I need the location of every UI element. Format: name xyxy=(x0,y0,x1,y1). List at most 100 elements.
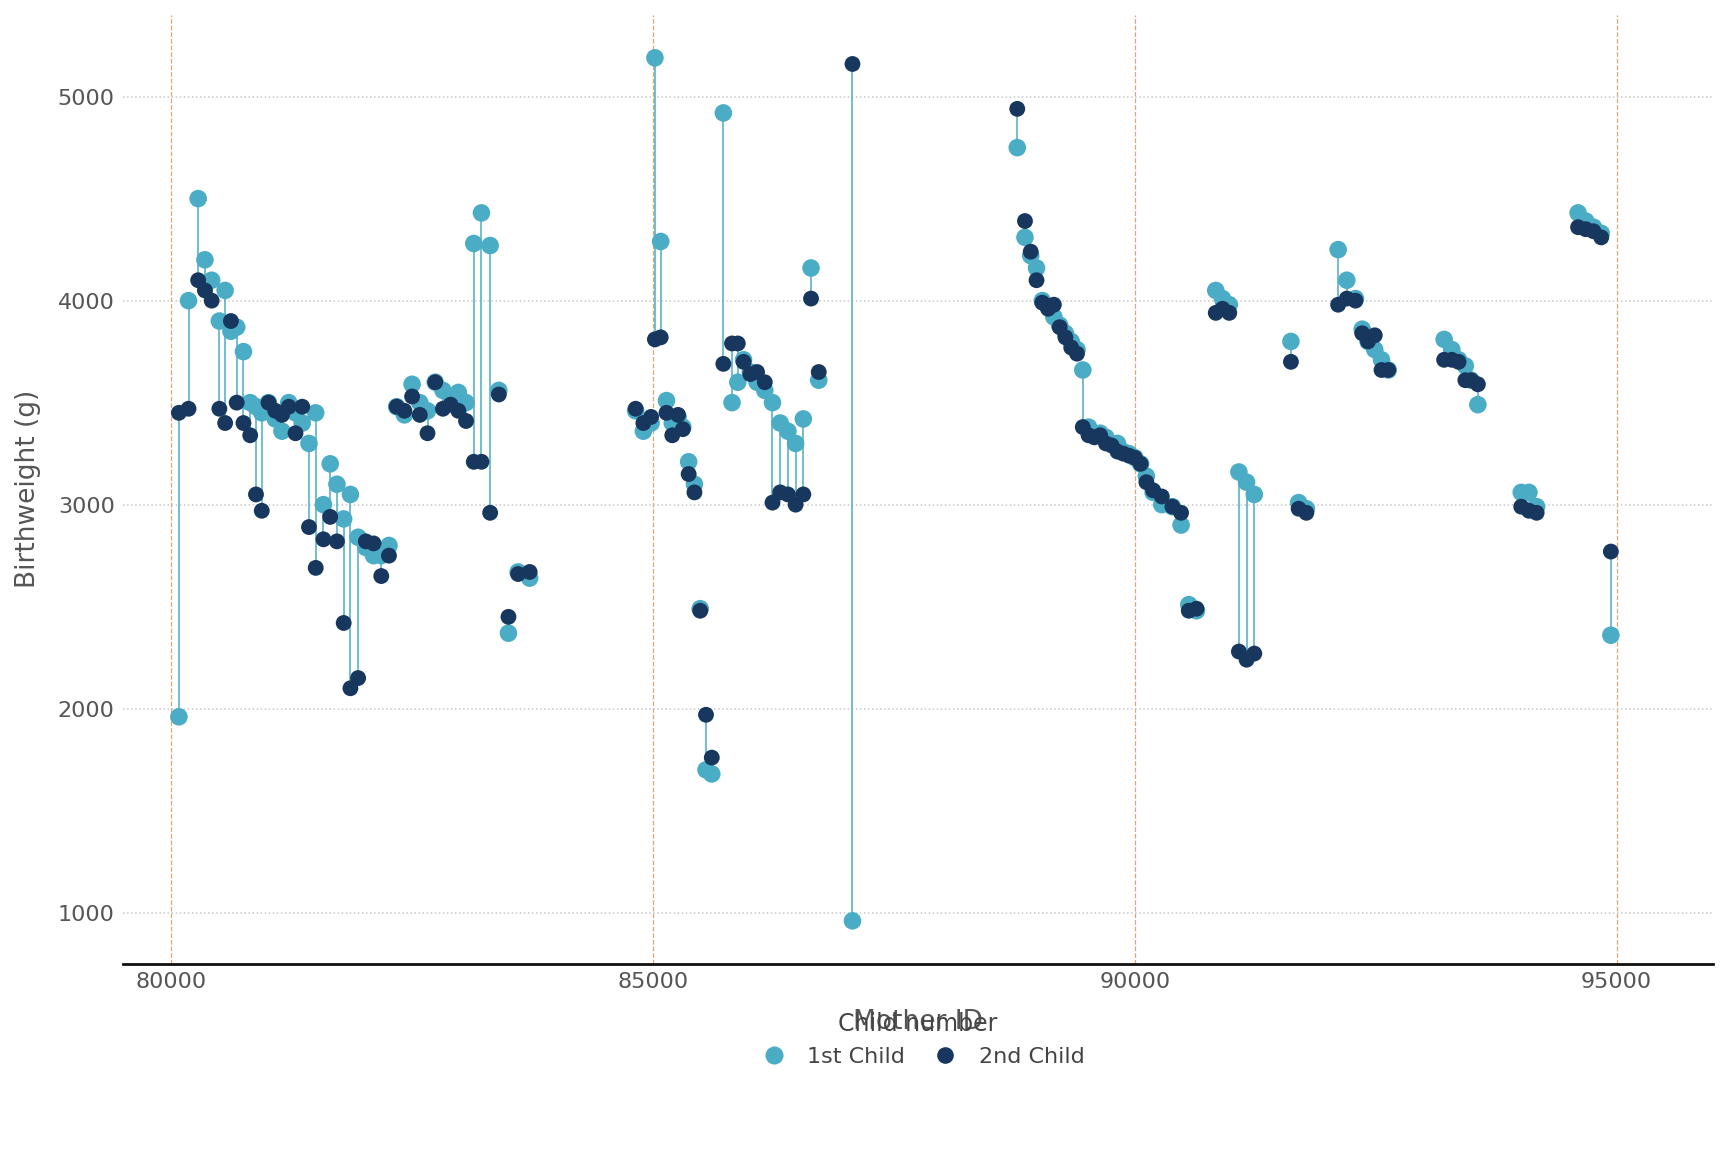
Point xyxy=(1452,371,1479,389)
Point xyxy=(1035,300,1063,318)
Point xyxy=(282,403,309,422)
Point xyxy=(230,414,257,432)
Point xyxy=(166,403,194,422)
Point xyxy=(494,624,522,643)
Point xyxy=(289,414,316,432)
Point xyxy=(1052,328,1080,347)
Point xyxy=(1080,429,1108,447)
Point xyxy=(1507,483,1534,501)
Point xyxy=(774,485,802,503)
Point xyxy=(1132,467,1159,485)
Point xyxy=(460,234,487,252)
Point xyxy=(658,414,686,432)
Point xyxy=(218,312,245,331)
Point xyxy=(1362,340,1389,358)
Point xyxy=(1572,212,1600,230)
Point xyxy=(1588,225,1616,243)
Point xyxy=(247,403,275,422)
Point xyxy=(710,355,738,373)
Point xyxy=(1457,371,1484,389)
Point xyxy=(275,394,302,412)
Point xyxy=(505,562,532,581)
Point xyxy=(1058,332,1085,350)
Point xyxy=(676,464,703,483)
Point xyxy=(413,402,441,420)
Point xyxy=(1597,543,1624,561)
Point xyxy=(724,373,752,392)
Point xyxy=(1232,473,1260,492)
Point xyxy=(1438,350,1465,369)
Point xyxy=(1127,455,1154,473)
Point xyxy=(316,508,344,526)
Point xyxy=(359,546,387,564)
Point xyxy=(413,424,441,442)
Point xyxy=(437,395,465,414)
Point xyxy=(275,397,302,416)
Point xyxy=(1286,500,1313,518)
Point xyxy=(211,281,238,300)
Point xyxy=(698,749,726,767)
Point xyxy=(743,363,771,381)
Point xyxy=(805,363,833,381)
Point xyxy=(1132,473,1159,492)
Point xyxy=(175,291,202,310)
Point xyxy=(237,394,264,412)
Point xyxy=(1182,599,1210,617)
Point xyxy=(422,373,449,392)
Point xyxy=(282,424,309,442)
Point xyxy=(384,397,411,416)
Point xyxy=(359,535,387,553)
Point xyxy=(681,483,708,501)
Point xyxy=(743,373,771,392)
Point xyxy=(1324,241,1351,259)
Point xyxy=(1374,361,1401,379)
Point xyxy=(1464,395,1491,414)
Point xyxy=(1348,324,1375,342)
Point xyxy=(1045,316,1073,334)
Point xyxy=(693,705,721,723)
Point xyxy=(1004,138,1032,157)
Point xyxy=(710,104,738,122)
Point xyxy=(316,455,344,473)
Point xyxy=(658,426,686,445)
Point xyxy=(1203,304,1230,323)
Point xyxy=(353,532,380,551)
Point xyxy=(1011,228,1039,247)
Point xyxy=(486,381,513,400)
Point xyxy=(1208,289,1236,308)
Point xyxy=(1522,503,1550,522)
Point xyxy=(1040,308,1068,326)
Point xyxy=(1597,626,1624,644)
Point xyxy=(368,567,396,585)
Point xyxy=(1277,353,1305,371)
Point xyxy=(790,485,817,503)
Point xyxy=(774,422,802,440)
Point xyxy=(1507,498,1534,516)
Point xyxy=(693,760,721,779)
Point xyxy=(397,387,425,406)
Point xyxy=(1070,418,1097,437)
Point xyxy=(1016,247,1044,265)
Point xyxy=(1109,445,1137,463)
Point xyxy=(724,334,752,353)
Point xyxy=(302,403,330,422)
Point xyxy=(344,528,372,546)
Point xyxy=(1121,448,1149,467)
Point xyxy=(391,402,418,420)
Point xyxy=(1431,331,1458,349)
Point xyxy=(1367,350,1394,369)
Point xyxy=(375,546,403,564)
Point xyxy=(429,400,456,418)
Point xyxy=(1063,344,1090,363)
Point xyxy=(192,281,219,300)
Point xyxy=(1004,99,1032,118)
Point xyxy=(1147,495,1175,514)
Point xyxy=(1355,332,1382,350)
Point xyxy=(517,562,544,581)
Point xyxy=(494,607,522,626)
Point xyxy=(323,475,351,493)
Point xyxy=(1579,222,1607,241)
Point xyxy=(247,501,275,520)
Point xyxy=(261,402,289,420)
Point xyxy=(1158,498,1185,516)
